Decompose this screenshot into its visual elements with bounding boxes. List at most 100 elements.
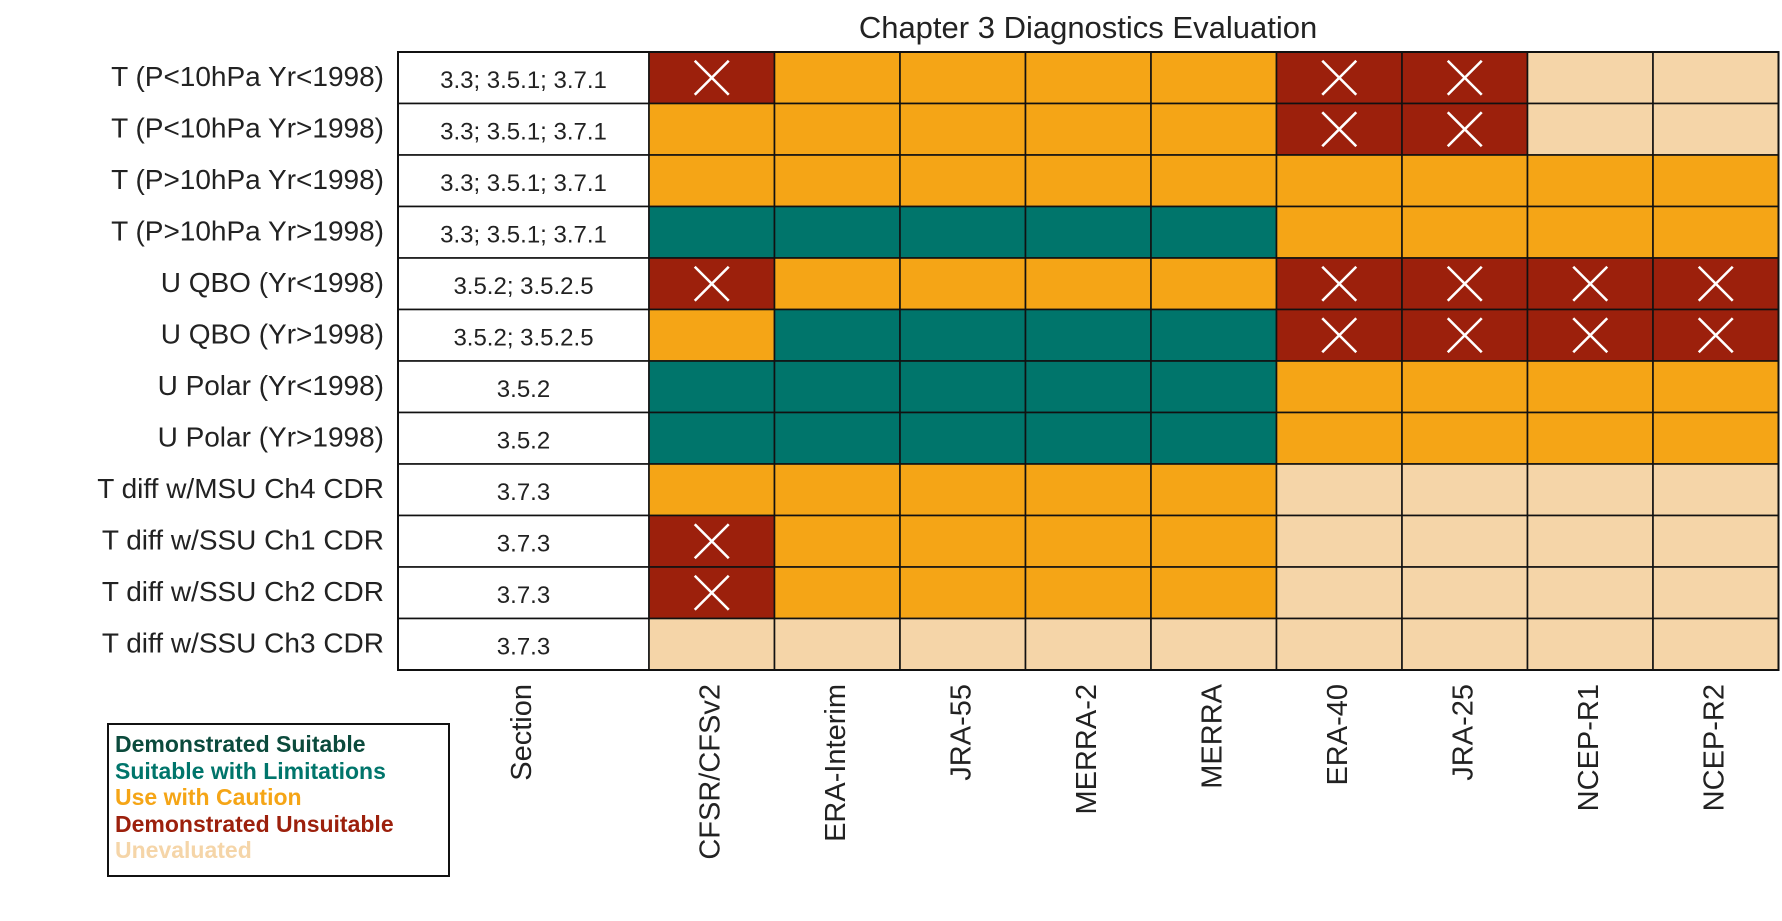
cell-t-diff-w-msu-ch4-cdr-ncep-r1 <box>1526 463 1654 517</box>
cell-u-polar-yr-1998-cfsr-cfsv2 <box>648 360 776 414</box>
unsuitable-cross-mark <box>1697 265 1734 302</box>
section-text-t-p-10hpa-yr-1998: 3.3; 3.5.1; 3.7.1 <box>440 119 607 146</box>
unsuitable-cross-mark <box>693 523 730 560</box>
cell-t-p-10hpa-yr-1998-ncep-r2 <box>1652 51 1780 105</box>
cell-t-diff-w-ssu-ch3-cdr-merra <box>1150 617 1278 671</box>
cell-t-p-10hpa-yr-1998-jra-55 <box>899 205 1027 259</box>
unsuitable-cross-mark <box>1572 265 1609 302</box>
cell-t-diff-w-ssu-ch1-cdr-ncep-r2 <box>1652 514 1780 568</box>
cell-t-p-10hpa-yr-1998-jra-25 <box>1401 154 1529 208</box>
cell-u-qbo-yr-1998-merra <box>1150 257 1278 311</box>
legend-item-demonstrated-unsuitable: Demonstrated Unsuitable <box>115 810 394 837</box>
cell-u-polar-yr-1998-ncep-r1 <box>1526 360 1654 414</box>
row-labels: T (P<10hPa Yr<1998) T (P<10hPa Yr>1998) T … <box>97 61 384 659</box>
cell-t-p-10hpa-yr-1998-jra-25 <box>1401 205 1529 259</box>
column-label-merra-2: MERRA-2 <box>1071 684 1103 815</box>
cell-t-diff-w-ssu-ch2-cdr-jra-25 <box>1401 566 1529 620</box>
unsuitable-cross-mark <box>693 59 730 96</box>
cell-t-p-10hpa-yr-1998-ncep-r1 <box>1526 102 1654 156</box>
cell-t-p-10hpa-yr-1998-ncep-r2 <box>1652 205 1780 259</box>
cell-t-diff-w-msu-ch4-cdr-merra-2 <box>1024 463 1152 517</box>
cell-u-polar-yr-1998-ncep-r2 <box>1652 360 1780 414</box>
section-text-t-diff-w-ssu-ch2-cdr: 3.7.3 <box>497 582 550 609</box>
cell-t-p-10hpa-yr-1998-era-40 <box>1275 154 1403 208</box>
cell-t-diff-w-ssu-ch3-cdr-jra-55 <box>899 617 1027 671</box>
section-column-header: Section <box>506 684 538 781</box>
cell-t-diff-w-ssu-ch3-cdr-cfsr-cfsv2 <box>648 617 776 671</box>
rating-cells <box>648 51 1780 671</box>
cell-t-p-10hpa-yr-1998-jra-55 <box>899 154 1027 208</box>
cell-t-diff-w-ssu-ch1-cdr-era-40 <box>1275 514 1403 568</box>
column-label-jra-55: JRA-55 <box>945 684 977 781</box>
cell-t-diff-w-ssu-ch3-cdr-ncep-r1 <box>1526 617 1654 671</box>
cell-t-p-10hpa-yr-1998-jra-55 <box>899 102 1027 156</box>
column-label-era-40: ERA-40 <box>1322 684 1354 786</box>
cell-t-diff-w-msu-ch4-cdr-cfsr-cfsv2 <box>648 463 776 517</box>
cell-u-polar-yr-1998-jra-55 <box>899 411 1027 465</box>
legend-item-demonstrated-suitable: Demonstrated Suitable <box>115 731 366 757</box>
legend-item-unevaluated: Unevaluated <box>115 837 252 863</box>
unsuitable-cross-mark <box>1321 265 1358 302</box>
cell-u-polar-yr-1998-jra-55 <box>899 360 1027 414</box>
section-cell-t-p-10hpa-yr-1998 <box>397 102 650 156</box>
cell-t-p-10hpa-yr-1998-ncep-r2 <box>1652 154 1780 208</box>
cell-u-qbo-yr-1998-jra-55 <box>899 308 1027 362</box>
cell-u-qbo-yr-1998-merra <box>1150 308 1278 362</box>
cell-t-p-10hpa-yr-1998-cfsr-cfsv2 <box>648 102 776 156</box>
cell-t-diff-w-ssu-ch2-cdr-jra-55 <box>899 566 1027 620</box>
legend-item-suitable-with-limitations: Suitable with Limitations <box>115 757 386 784</box>
column-label-merra: MERRA <box>1196 683 1228 788</box>
cell-u-qbo-yr-1998-cfsr-cfsv2 <box>648 308 776 362</box>
section-cells: 3.3; 3.5.1; 3.7.1 3.3; 3.5.1; 3.7.1 3.3; 3… <box>397 51 650 671</box>
row-label-t-diff-w-ssu-ch1-cdr: T diff w/SSU Ch1 CDR <box>102 525 384 556</box>
unsuitable-cross-mark <box>1697 317 1734 354</box>
cell-u-polar-yr-1998-merra-2 <box>1024 411 1152 465</box>
section-text-t-p-10hpa-yr-1998: 3.3; 3.5.1; 3.7.1 <box>440 222 607 249</box>
cell-t-diff-w-ssu-ch3-cdr-era-interim <box>773 617 901 671</box>
column-label-ncep-r2: NCEP-R2 <box>1698 684 1730 811</box>
section-text-t-p-10hpa-yr-1998: 3.3; 3.5.1; 3.7.1 <box>440 170 607 197</box>
cell-t-diff-w-ssu-ch2-cdr-era-40 <box>1275 566 1403 620</box>
column-label-ncep-r1: NCEP-R1 <box>1573 684 1605 811</box>
section-text-t-diff-w-ssu-ch1-cdr: 3.7.3 <box>497 531 550 558</box>
row-label-t-p-10hpa-yr-1998: T (P<10hPa Yr<1998) <box>111 61 384 92</box>
section-text-u-polar-yr-1998: 3.5.2 <box>497 376 550 403</box>
column-label-cfsr-cfsv2: CFSR/CFSv2 <box>694 684 726 860</box>
cell-t-diff-w-msu-ch4-cdr-jra-55 <box>899 463 1027 517</box>
row-label-t-diff-w-ssu-ch2-cdr: T diff w/SSU Ch2 CDR <box>102 576 384 607</box>
cell-u-qbo-yr-1998-era-interim <box>773 308 901 362</box>
cell-u-qbo-yr-1998-jra-55 <box>899 257 1027 311</box>
cell-t-p-10hpa-yr-1998-cfsr-cfsv2 <box>648 154 776 208</box>
row-label-t-diff-w-msu-ch4-cdr: T diff w/MSU Ch4 CDR <box>97 473 384 504</box>
cell-t-diff-w-ssu-ch2-cdr-merra-2 <box>1024 566 1152 620</box>
unsuitable-cross-mark <box>1321 317 1358 354</box>
cell-u-polar-yr-1998-jra-25 <box>1401 360 1529 414</box>
unsuitable-cross-mark <box>1321 59 1358 96</box>
row-label-u-qbo-yr-1998: U QBO (Yr<1998) <box>161 267 384 298</box>
cell-t-diff-w-msu-ch4-cdr-jra-25 <box>1401 463 1529 517</box>
column-label-jra-25: JRA-25 <box>1447 684 1479 781</box>
section-cell-u-polar-yr-1998 <box>397 360 650 414</box>
cell-t-p-10hpa-yr-1998-era-interim <box>773 154 901 208</box>
cell-u-polar-yr-1998-ncep-r1 <box>1526 411 1654 465</box>
section-cell-t-diff-w-msu-ch4-cdr <box>397 463 650 517</box>
row-label-t-p-10hpa-yr-1998: T (P>10hPa Yr>1998) <box>111 216 384 247</box>
section-cell-u-qbo-yr-1998 <box>397 308 650 362</box>
cell-t-diff-w-msu-ch4-cdr-era-40 <box>1275 463 1403 517</box>
cell-u-qbo-yr-1998-merra-2 <box>1024 257 1152 311</box>
cell-t-diff-w-ssu-ch1-cdr-merra <box>1150 514 1278 568</box>
section-text-u-qbo-yr-1998: 3.5.2; 3.5.2.5 <box>453 273 593 300</box>
row-label-u-polar-yr-1998: U Polar (Yr<1998) <box>158 370 384 401</box>
cell-u-polar-yr-1998-cfsr-cfsv2 <box>648 411 776 465</box>
cell-u-qbo-yr-1998-era-40 <box>1275 257 1403 311</box>
section-cell-t-diff-w-ssu-ch3-cdr <box>397 617 650 671</box>
table-border <box>397 51 1780 671</box>
unsuitable-cross-mark <box>1446 265 1483 302</box>
unsuitable-cross-mark <box>1572 317 1609 354</box>
cell-u-polar-yr-1998-era-40 <box>1275 360 1403 414</box>
cell-t-p-10hpa-yr-1998-merra-2 <box>1024 154 1152 208</box>
section-text-t-diff-w-msu-ch4-cdr: 3.7.3 <box>497 479 550 506</box>
section-text-t-diff-w-ssu-ch3-cdr: 3.7.3 <box>497 634 550 661</box>
cell-t-p-10hpa-yr-1998-merra <box>1150 154 1278 208</box>
